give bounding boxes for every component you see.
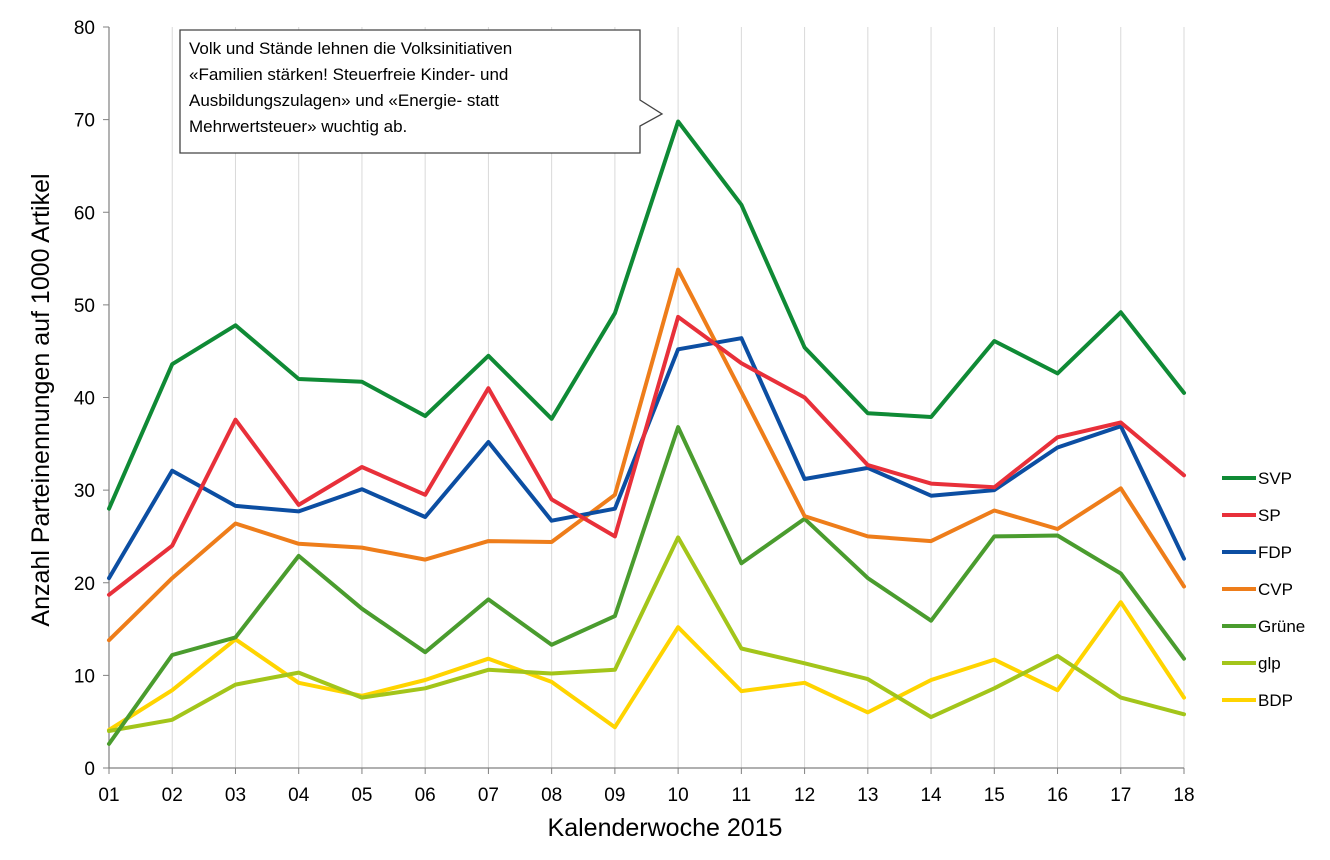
legend-label-cvp: CVP [1258, 580, 1293, 599]
x-axis-ticks: 01 02 03 04 05 06 07 08 09 10 11 12 13 14 15 16 17 18 [98, 768, 1195, 806]
callout-line-4: Mehrwertsteuer» wuchtig ab. [189, 117, 407, 136]
x-tick-label: 09 [604, 785, 625, 806]
series-line-grüne [107, 425, 1186, 746]
annotation-callout: Volk und Stände lehnen die Volksinitiati… [179, 29, 664, 154]
x-tick-label: 06 [415, 785, 436, 806]
y-axis-title: Anzahl Parteinennungen auf 1000 Artikel [27, 173, 55, 626]
x-tick-label: 18 [1173, 785, 1194, 806]
legend-label-sp: SP [1258, 506, 1281, 525]
x-tick-label: 10 [668, 785, 689, 806]
y-tick-label: 50 [74, 296, 95, 317]
y-tick-label: 10 [74, 666, 95, 687]
y-tick-label: 70 [74, 111, 95, 132]
x-axis-title: Kalenderwoche 2015 [548, 814, 783, 842]
series-line-bdp [107, 600, 1186, 732]
y-axis-ticks: 0 10 20 30 40 50 60 70 80 [74, 18, 109, 780]
x-tick-label: 14 [920, 785, 942, 806]
y-tick-label: 60 [74, 203, 95, 224]
x-tick-label: 03 [225, 785, 246, 806]
x-tick-label: 08 [541, 785, 562, 806]
series-line-glp [107, 535, 1186, 733]
legend-label-bdp: BDP [1258, 691, 1293, 710]
legend-label-svp: SVP [1258, 469, 1292, 488]
series-line-sp [107, 314, 1186, 597]
x-tick-label: 02 [162, 785, 183, 806]
x-tick-label: 04 [288, 785, 310, 806]
callout-line-3: Ausbildungszulagen» und «Energie- statt [189, 91, 499, 110]
y-tick-label: 0 [84, 759, 95, 780]
x-tick-label: 12 [794, 785, 815, 806]
legend: SVP SP FDP CVP Grüne glp BDP [1222, 469, 1305, 710]
x-tick-label: 13 [857, 785, 878, 806]
y-tick-label: 30 [74, 481, 95, 502]
x-tick-label: 01 [98, 785, 119, 806]
x-tick-label: 17 [1110, 785, 1131, 806]
callout-line-1: Volk und Stände lehnen die Volksinitiati… [189, 39, 512, 58]
series-lines [107, 119, 1186, 746]
series-line-svp [107, 119, 1186, 511]
y-tick-label: 80 [74, 18, 95, 39]
series-line-cvp [107, 267, 1186, 643]
x-tick-label: 07 [478, 785, 499, 806]
legend-label-fdp: FDP [1258, 543, 1292, 562]
x-tick-label: 11 [731, 785, 751, 806]
series-line-fdp [107, 336, 1186, 581]
y-tick-label: 40 [74, 389, 95, 410]
callout-box [179, 29, 664, 154]
x-tick-label: 05 [351, 785, 372, 806]
legend-label-glp: glp [1258, 654, 1281, 673]
y-tick-label: 20 [74, 574, 95, 595]
legend-label-grüne: Grüne [1258, 617, 1305, 636]
x-tick-label: 16 [1047, 785, 1068, 806]
callout-line-2: «Familien stärken! Steuerfreie Kinder- u… [189, 65, 508, 84]
x-tick-label: 15 [984, 785, 1005, 806]
